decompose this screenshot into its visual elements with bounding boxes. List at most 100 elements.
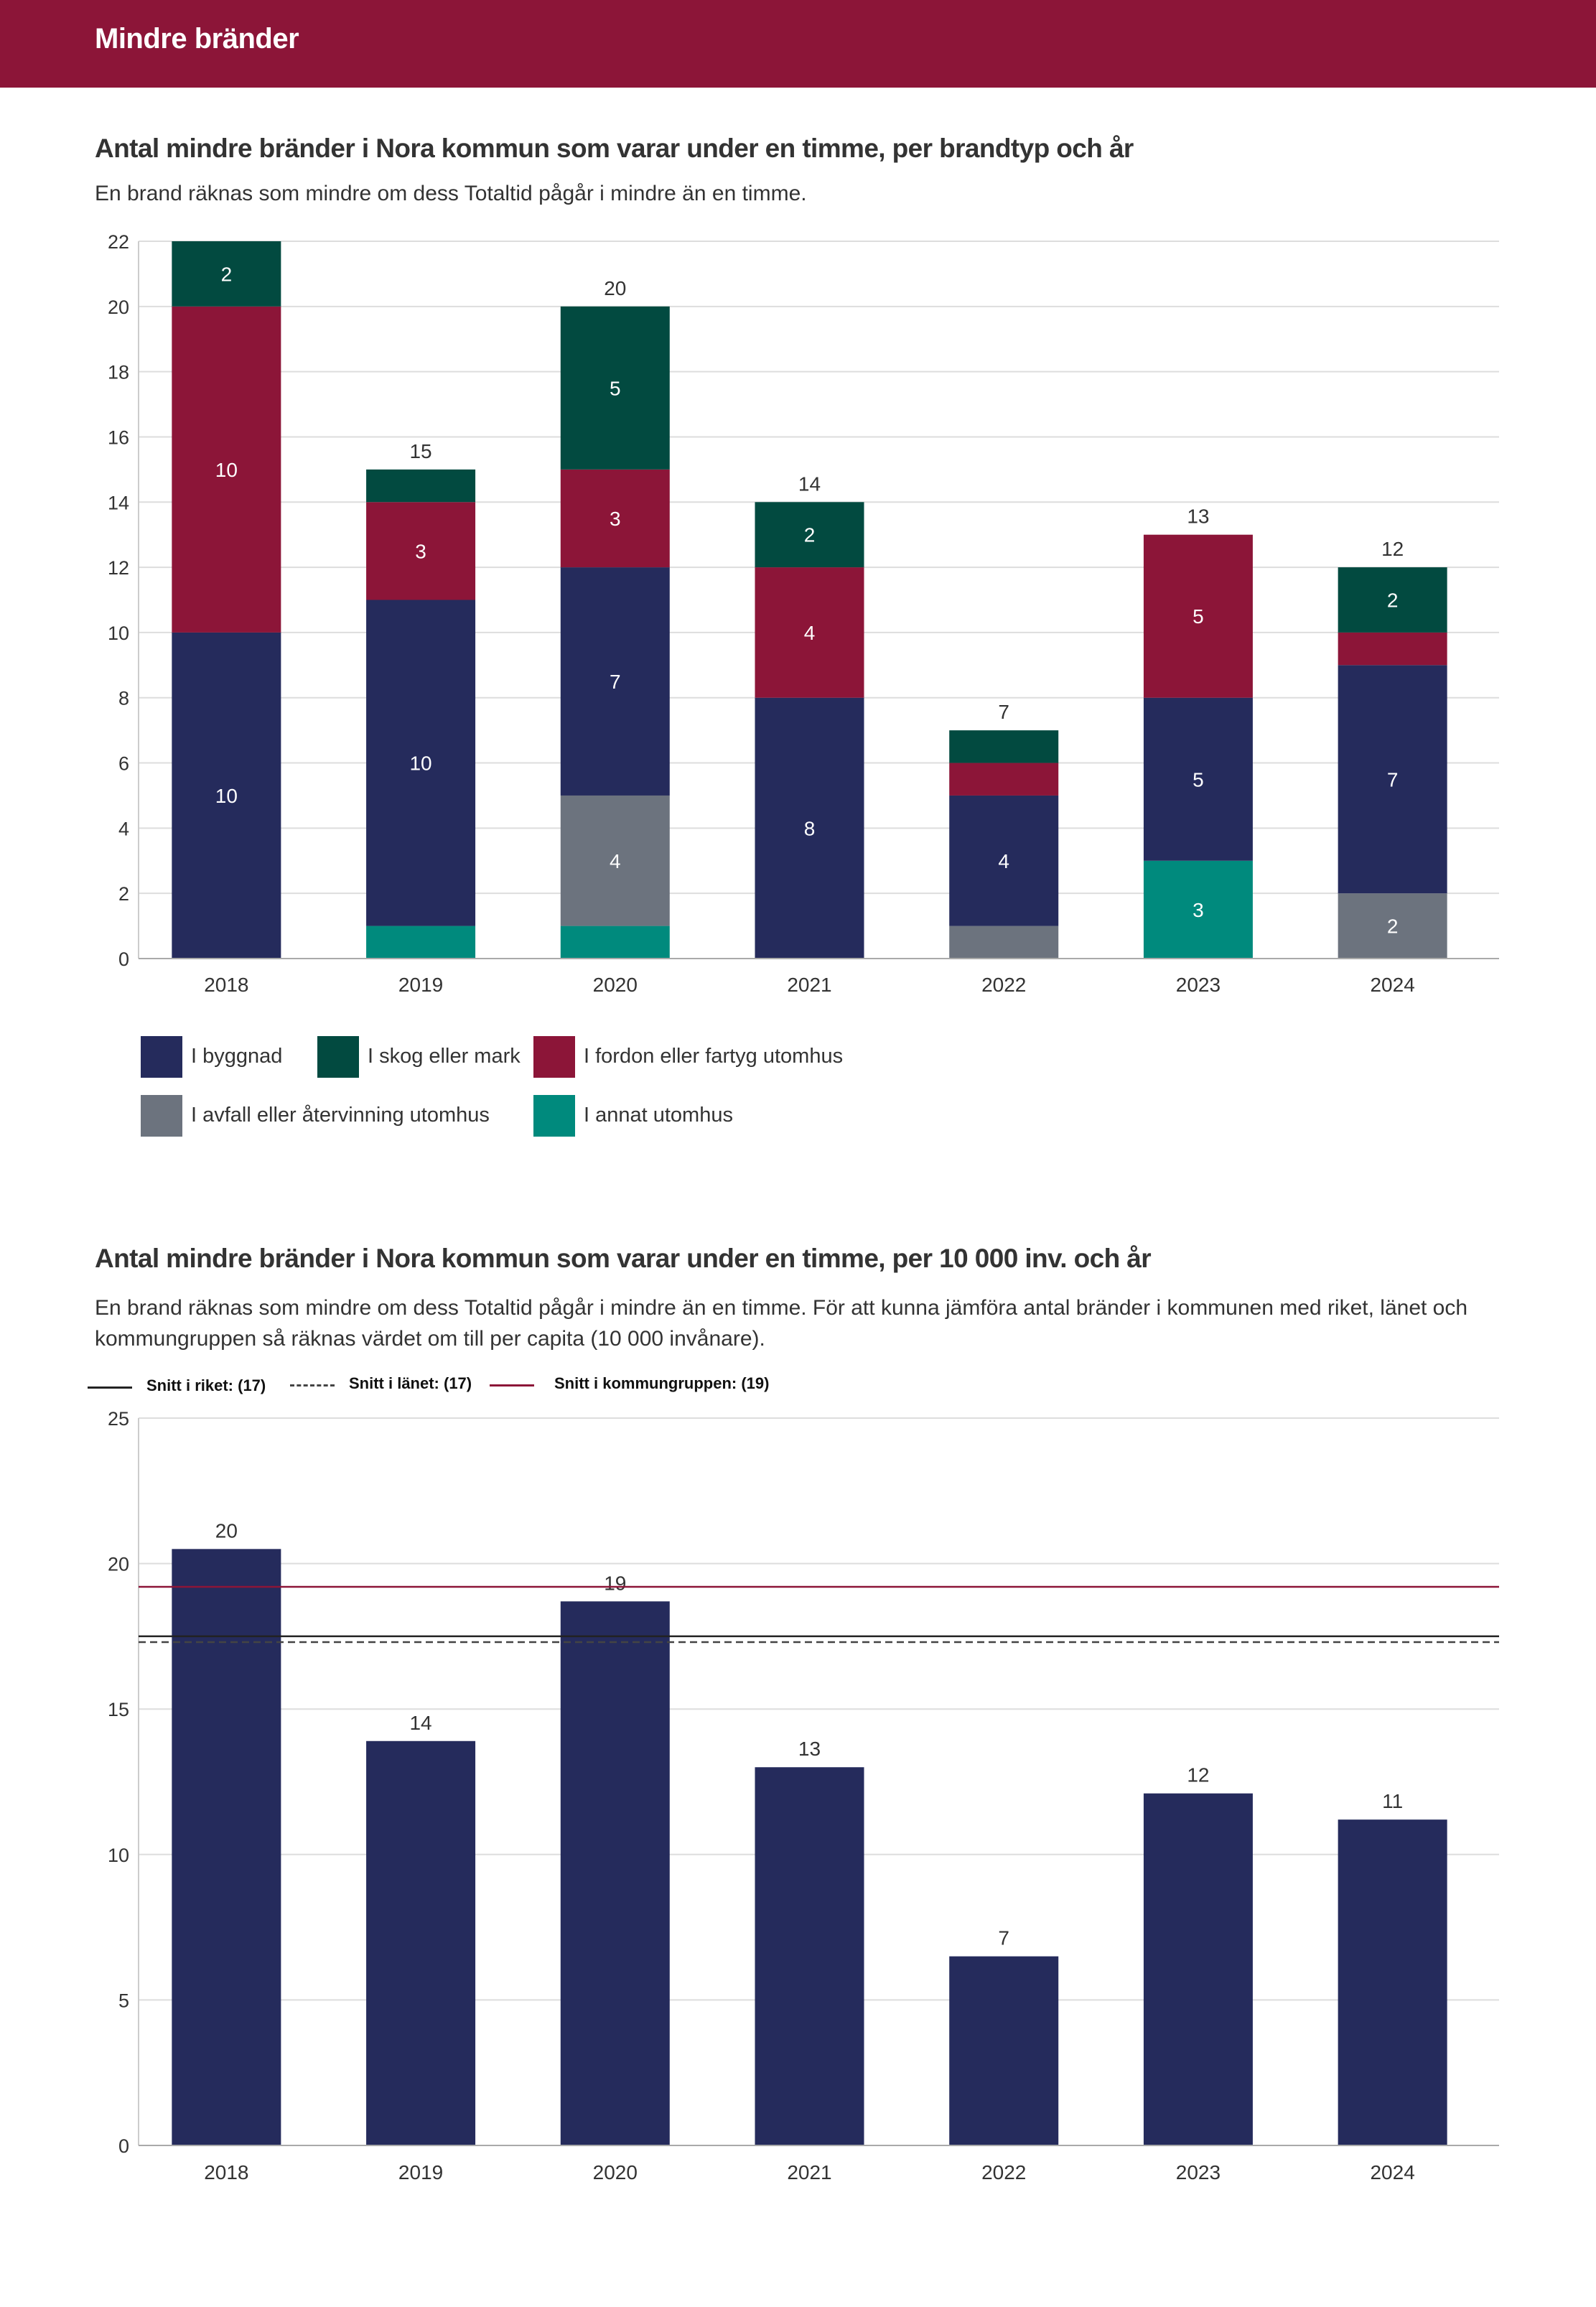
- bar-segment: [949, 730, 1059, 763]
- y-tick-label: 18: [108, 362, 129, 383]
- y-tick-label: 12: [108, 557, 129, 579]
- total-data-label: 14: [798, 472, 821, 495]
- chart2-subtitle: En brand räknas som mindre om dess Total…: [95, 1296, 1468, 1351]
- segment-data-label: 10: [215, 459, 238, 481]
- segment-data-label: 3: [610, 508, 621, 530]
- bar-segment: [366, 600, 476, 926]
- legend-label: I skog eller mark: [368, 1045, 521, 1068]
- chart1-subtitle: En brand räknas som mindre om dess Total…: [95, 182, 807, 205]
- y-tick-label: 20: [108, 1554, 129, 1575]
- red-line-icon: [490, 1384, 534, 1386]
- y-tick-label: 6: [118, 753, 129, 775]
- x-tick-label: 2023: [1176, 974, 1221, 996]
- header-bar: Mindre bränder: [0, 0, 1596, 88]
- bar-segment: [1338, 665, 1447, 894]
- segment-data-label: 5: [610, 377, 621, 399]
- y-tick-label: 14: [108, 492, 129, 513]
- segment-data-label: 10: [215, 785, 238, 807]
- x-tick-label: 2024: [1370, 974, 1414, 996]
- bar-segment: [755, 567, 864, 698]
- x-tick-label: 2022: [981, 2161, 1026, 2184]
- segment-data-label: 2: [804, 524, 816, 546]
- legend-label: I annat utomhus: [584, 1104, 733, 1127]
- segment-data-label: 4: [610, 850, 621, 872]
- segment-data-label: 2: [1387, 915, 1399, 938]
- legend-swatch: [533, 1036, 575, 1078]
- stacked-bar-chart: 0246810121416182022101022018103152019473…: [108, 231, 1499, 996]
- total-data-label: 12: [1381, 538, 1404, 560]
- chart1-title: Antal mindre bränder i Nora kommun som v…: [95, 134, 1134, 163]
- bar-segment: [560, 469, 670, 568]
- bar-segment: [366, 926, 476, 959]
- x-tick-label: 2020: [593, 2161, 638, 2184]
- x-tick-label: 2024: [1370, 2161, 1414, 2184]
- bar-data-label: 13: [798, 1738, 821, 1760]
- bar-segment: [1143, 860, 1253, 959]
- segment-data-label: 4: [998, 850, 1009, 872]
- x-tick-label: 2019: [398, 974, 443, 996]
- legend-label-kommungrupp: Snitt i kommungruppen: (19): [554, 1374, 770, 1392]
- page-title: Mindre bränder: [95, 23, 299, 55]
- bar-segment: [1338, 632, 1447, 666]
- total-data-label: 7: [998, 701, 1009, 723]
- y-tick-label: 2: [118, 883, 129, 905]
- y-tick-label: 16: [108, 427, 129, 448]
- bar-data-label: 20: [215, 1519, 238, 1542]
- bar-segment: [172, 306, 281, 633]
- y-tick-label: 25: [108, 1408, 129, 1430]
- x-tick-label: 2022: [981, 974, 1026, 996]
- legend-label: I fordon eller fartyg utomhus: [584, 1045, 844, 1068]
- bar-segment: [172, 241, 281, 307]
- bar-segment: [949, 763, 1059, 796]
- legend-label: I byggnad: [191, 1045, 283, 1068]
- bar: [560, 1601, 670, 2145]
- y-tick-label: 22: [108, 231, 129, 253]
- segment-data-label: 7: [610, 671, 621, 693]
- segment-data-label: 7: [1387, 768, 1399, 791]
- total-data-label: 13: [1187, 505, 1209, 528]
- bar-segment: [1338, 567, 1447, 633]
- bar: [1338, 1819, 1447, 2145]
- y-tick-label: 10: [108, 1845, 129, 1866]
- x-tick-label: 2019: [398, 2161, 443, 2184]
- bar-segment: [560, 795, 670, 926]
- y-tick-label: 4: [118, 818, 129, 839]
- bar-segment: [755, 697, 864, 959]
- bar-segment: [1143, 534, 1253, 698]
- chart2-title: Antal mindre bränder i Nora kommun som v…: [95, 1244, 1152, 1273]
- segment-data-label: 2: [1387, 589, 1399, 612]
- x-tick-label: 2020: [593, 974, 638, 996]
- y-tick-label: 0: [118, 949, 129, 970]
- bar-segment: [1338, 893, 1447, 959]
- bar-segment: [949, 926, 1059, 959]
- segment-data-label: 8: [804, 817, 816, 839]
- y-tick-label: 15: [108, 1699, 129, 1720]
- bar-segment: [1143, 697, 1253, 861]
- segment-data-label: 3: [415, 540, 426, 562]
- legend-label-lanet: Snitt i länet: (17): [349, 1374, 472, 1392]
- bar-segment: [366, 502, 476, 600]
- legend-swatch: [317, 1036, 359, 1078]
- legend-label: I avfall eller återvinning utomhus: [191, 1104, 490, 1127]
- segment-data-label: 2: [221, 263, 233, 285]
- bar-segment: [560, 306, 670, 470]
- bar-segment: [755, 502, 864, 568]
- legend-swatch: [533, 1095, 575, 1137]
- y-tick-label: 5: [118, 1990, 129, 2011]
- bar-data-label: 19: [604, 1572, 626, 1594]
- bar: [949, 1956, 1059, 2145]
- bar: [1143, 1793, 1253, 2145]
- bar-data-label: 7: [998, 1927, 1009, 1949]
- x-tick-label: 2021: [787, 2161, 831, 2184]
- bar-segment: [366, 469, 476, 503]
- bar-data-label: 11: [1382, 1790, 1403, 1812]
- total-data-label: 15: [409, 440, 431, 462]
- bar-segment: [949, 795, 1059, 926]
- legend-label-riket: Snitt i riket: (17): [146, 1376, 266, 1394]
- segment-data-label: 3: [1193, 899, 1204, 921]
- bar-data-label: 12: [1187, 1764, 1209, 1786]
- y-tick-label: 8: [118, 688, 129, 709]
- bar: [172, 1549, 281, 2145]
- solid-line-icon: [88, 1386, 132, 1389]
